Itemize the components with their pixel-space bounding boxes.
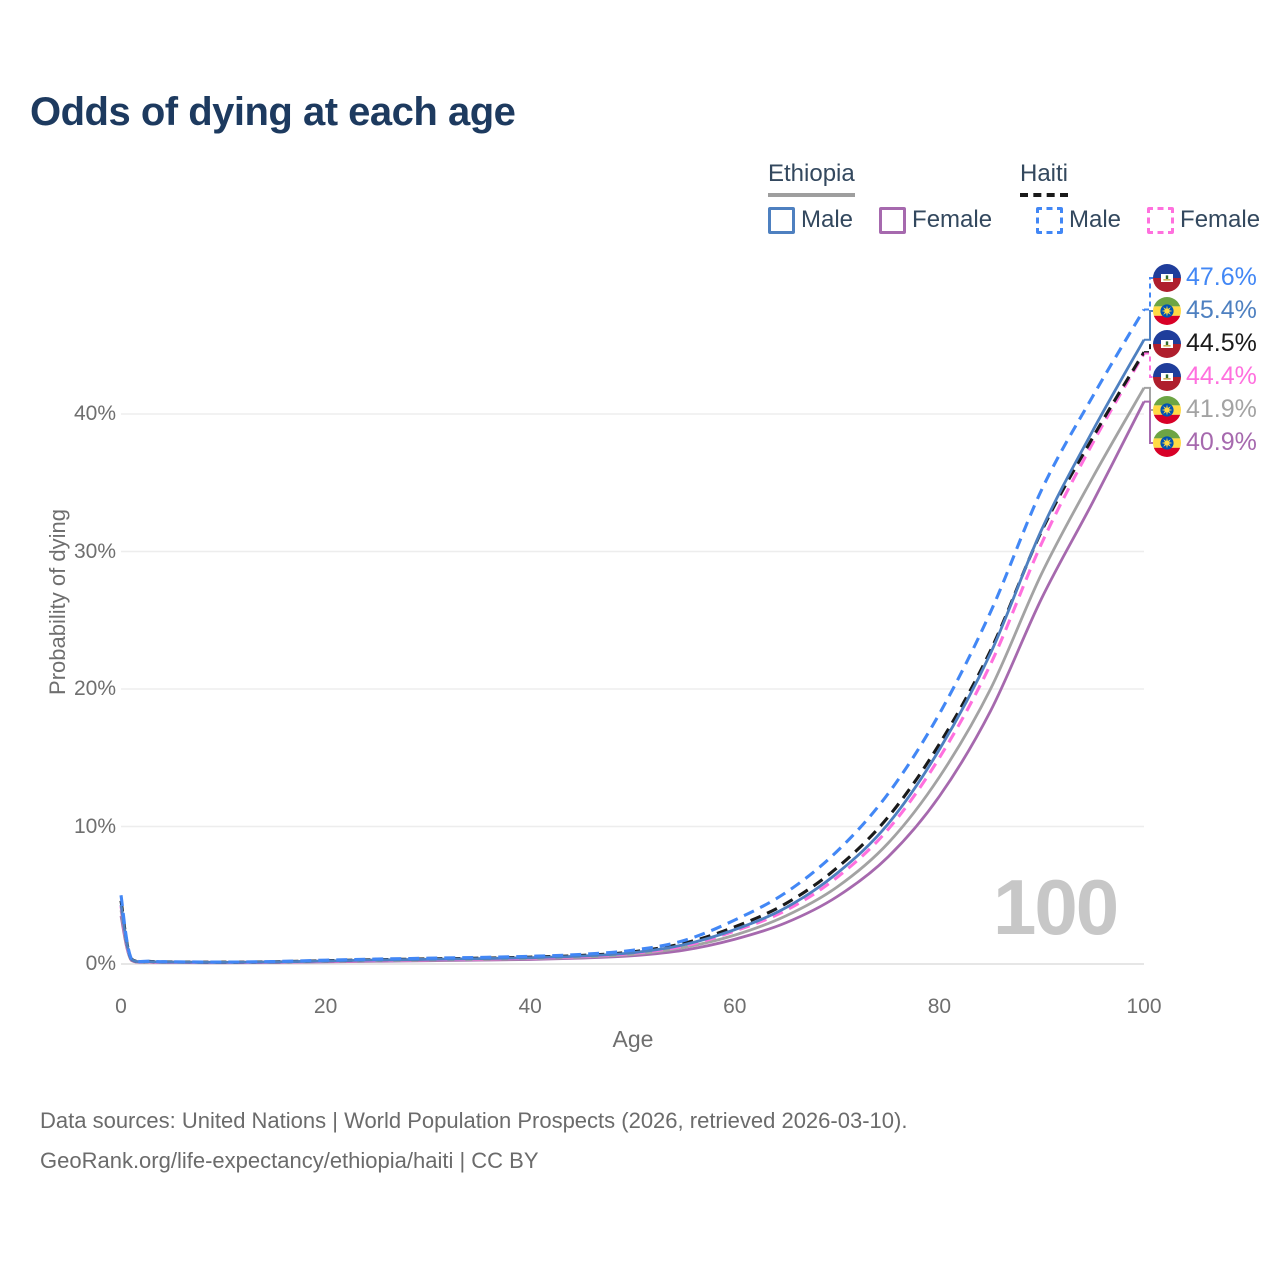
ethiopia-flag-icon	[1153, 429, 1181, 457]
end-label-connector	[1144, 310, 1153, 341]
y-tick-label: 30%	[73, 539, 116, 563]
end-label-connector	[1144, 277, 1153, 311]
x-tick-label: 100	[1126, 995, 1162, 1018]
legend-row-haiti: Male Female	[1036, 206, 1260, 234]
ethiopia-flag-icon	[1153, 396, 1181, 424]
series-line-ethiopia-male[interactable]	[119, 339, 1146, 964]
legend-item-label: Female	[912, 206, 993, 233]
end-label-value: 47.6%	[1186, 263, 1257, 291]
legend-item-label: Female	[1180, 206, 1261, 233]
end-label-value: 40.9%	[1186, 428, 1257, 456]
y-tick-label: 20%	[73, 677, 116, 700]
x-axis-title: Age	[612, 1026, 654, 1052]
legend-country-ethiopia[interactable]: Ethiopia	[768, 160, 855, 197]
end-label-connector	[1144, 352, 1153, 378]
series-line-ethiopia-both[interactable]	[119, 387, 1146, 965]
legend-item-ethiopia-female[interactable]: Female	[879, 206, 992, 234]
page-title: Odds of dying at each age	[30, 90, 516, 134]
ethiopia-flag-icon	[1153, 297, 1181, 325]
end-label-value: 41.9%	[1186, 395, 1257, 423]
haiti-flag-icon	[1153, 264, 1181, 292]
end-label-value: 44.5%	[1186, 329, 1257, 357]
legend-item-label: Male	[1069, 206, 1122, 233]
x-tick-label: 20	[313, 995, 338, 1018]
data-source-line: Data sources: United Nations | World Pop…	[40, 1108, 908, 1133]
series-line-haiti-male[interactable]	[119, 308, 1146, 964]
x-tick-label: 60	[723, 995, 747, 1018]
attribution-line: GeoRank.org/life-expectancy/ethiopia/hai…	[40, 1148, 539, 1173]
x-tick-label: 40	[518, 995, 542, 1018]
legend-item-haiti-female[interactable]: Female	[1147, 206, 1260, 234]
legend-item-haiti-male[interactable]: Male	[1036, 206, 1121, 234]
end-label-value: 45.4%	[1186, 296, 1257, 324]
legend-country-haiti[interactable]: Haiti	[1020, 160, 1069, 197]
end-label-connector	[1144, 400, 1153, 444]
x-tick-label: 80	[927, 995, 952, 1018]
legend-row-ethiopia: Male Female	[768, 206, 1018, 234]
legend-group-ethiopia: Ethiopia Male Female	[768, 160, 1018, 234]
end-label-value: 44.4%	[1186, 362, 1257, 390]
haiti-male-key-icon[interactable]	[1036, 206, 1063, 234]
age-watermark: 100	[993, 863, 1119, 951]
y-tick-label: 10%	[73, 814, 116, 838]
end-label-connector	[1144, 386, 1153, 411]
haiti-flag-icon	[1153, 330, 1181, 358]
legend-country-label: Ethiopia	[768, 160, 855, 187]
ethiopia-male-key-icon[interactable]	[768, 206, 795, 234]
series-line-haiti-female[interactable]	[119, 352, 1146, 965]
y-tick-label: 0%	[85, 952, 116, 975]
series-line-haiti-both[interactable]	[119, 351, 1146, 964]
legend-item-ethiopia-male[interactable]: Male	[768, 206, 853, 234]
ethiopia-female-key-icon[interactable]	[879, 206, 907, 234]
haiti-female-key-icon[interactable]	[1147, 206, 1175, 234]
series-line-ethiopia-female[interactable]	[119, 400, 1146, 965]
x-tick-label: 0	[115, 995, 127, 1018]
legend-item-label: Male	[801, 206, 854, 233]
haiti-flag-icon	[1153, 363, 1181, 391]
legend-group-haiti: Haiti Male Female	[1020, 160, 1260, 234]
y-tick-label: 40%	[73, 402, 116, 425]
legend-country-label: Haiti	[1020, 160, 1069, 187]
end-label-connector	[1144, 343, 1153, 354]
